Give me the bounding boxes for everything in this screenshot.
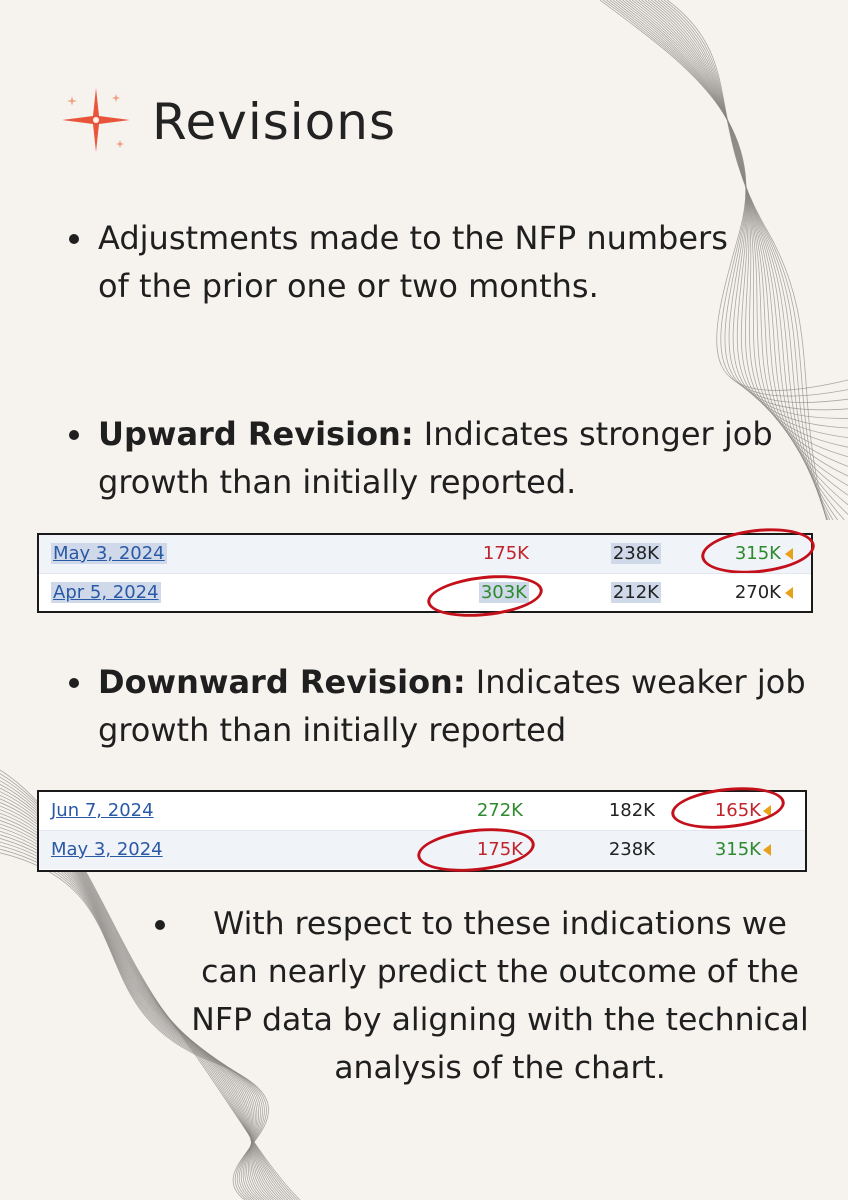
revision-arrow-icon bbox=[785, 548, 793, 560]
bullet-text: Adjustments made to the NFP numbers of t… bbox=[98, 219, 728, 305]
table-row: May 3, 2024 175K 238K 315K bbox=[39, 822, 805, 878]
table-row: Jun 7, 2024 272K 182K 165K bbox=[39, 782, 805, 834]
bullet-dot bbox=[69, 430, 79, 440]
revision-arrow-icon bbox=[763, 805, 771, 817]
highlight-circle bbox=[699, 523, 817, 579]
revision-arrow-icon bbox=[763, 844, 771, 856]
bullet-downward-revision: Downward Revision: Indicates weaker job … bbox=[69, 658, 828, 754]
wave-line bbox=[606, 0, 848, 403]
bullet-heading: Upward Revision: bbox=[98, 415, 414, 453]
highlight-circle bbox=[669, 782, 787, 834]
actual-value: 303K bbox=[478, 582, 529, 603]
bullet-dot bbox=[69, 234, 79, 244]
wave-line bbox=[599, 0, 848, 391]
revision-arrow-icon bbox=[785, 587, 793, 599]
table-row: May 3, 2024 175K 238K 315K bbox=[39, 523, 817, 579]
bullet-dot bbox=[155, 920, 165, 930]
bullet-dot bbox=[69, 678, 79, 688]
table-row: Apr 5, 2024 303K 212K 270K bbox=[39, 570, 811, 622]
release-date-link[interactable]: Apr 5, 2024 bbox=[51, 582, 161, 603]
page-title: Revisions bbox=[152, 93, 397, 151]
bullet-conclusion: With respect to these indications we can… bbox=[155, 900, 820, 1092]
previous-value: 270K bbox=[734, 582, 781, 603]
bullet-text: With respect to these indications we can… bbox=[191, 906, 809, 1086]
wave-line bbox=[602, 0, 848, 397]
forecast-value: 212K bbox=[610, 582, 661, 603]
bullet-text: Indicates stronger job growth than initi… bbox=[98, 415, 773, 501]
actual-value: 175K bbox=[482, 543, 529, 564]
bullet-text: Indicates weaker job growth than initial… bbox=[98, 663, 806, 749]
wave-line bbox=[612, 0, 848, 419]
upward-revision-table: May 3, 2024 175K 238K 315K Apr 5, 2024 3… bbox=[37, 523, 817, 622]
forecast-value: 238K bbox=[608, 839, 655, 860]
previous-value: 315K bbox=[734, 543, 781, 564]
wave-line bbox=[609, 0, 848, 411]
highlight-circle bbox=[425, 570, 545, 622]
forecast-value: 238K bbox=[610, 543, 661, 564]
downward-revision-table: Jun 7, 2024 272K 182K 165K May 3, 2024 1… bbox=[37, 782, 807, 878]
sparkle-icon bbox=[62, 88, 130, 152]
bullet-definition: Adjustments made to the NFP numbers of t… bbox=[69, 214, 738, 310]
forecast-value: 182K bbox=[608, 800, 655, 821]
actual-value: 175K bbox=[476, 839, 523, 860]
actual-value: 272K bbox=[476, 800, 523, 821]
release-date-link[interactable]: Jun 7, 2024 bbox=[51, 800, 154, 821]
bullet-upward-revision: Upward Revision: Indicates stronger job … bbox=[69, 410, 818, 506]
release-date-link[interactable]: May 3, 2024 bbox=[51, 543, 167, 564]
bullet-heading: Downward Revision: bbox=[98, 663, 466, 701]
release-date-link[interactable]: May 3, 2024 bbox=[51, 839, 163, 860]
previous-value: 315K bbox=[714, 839, 761, 860]
previous-value: 165K bbox=[714, 800, 761, 821]
